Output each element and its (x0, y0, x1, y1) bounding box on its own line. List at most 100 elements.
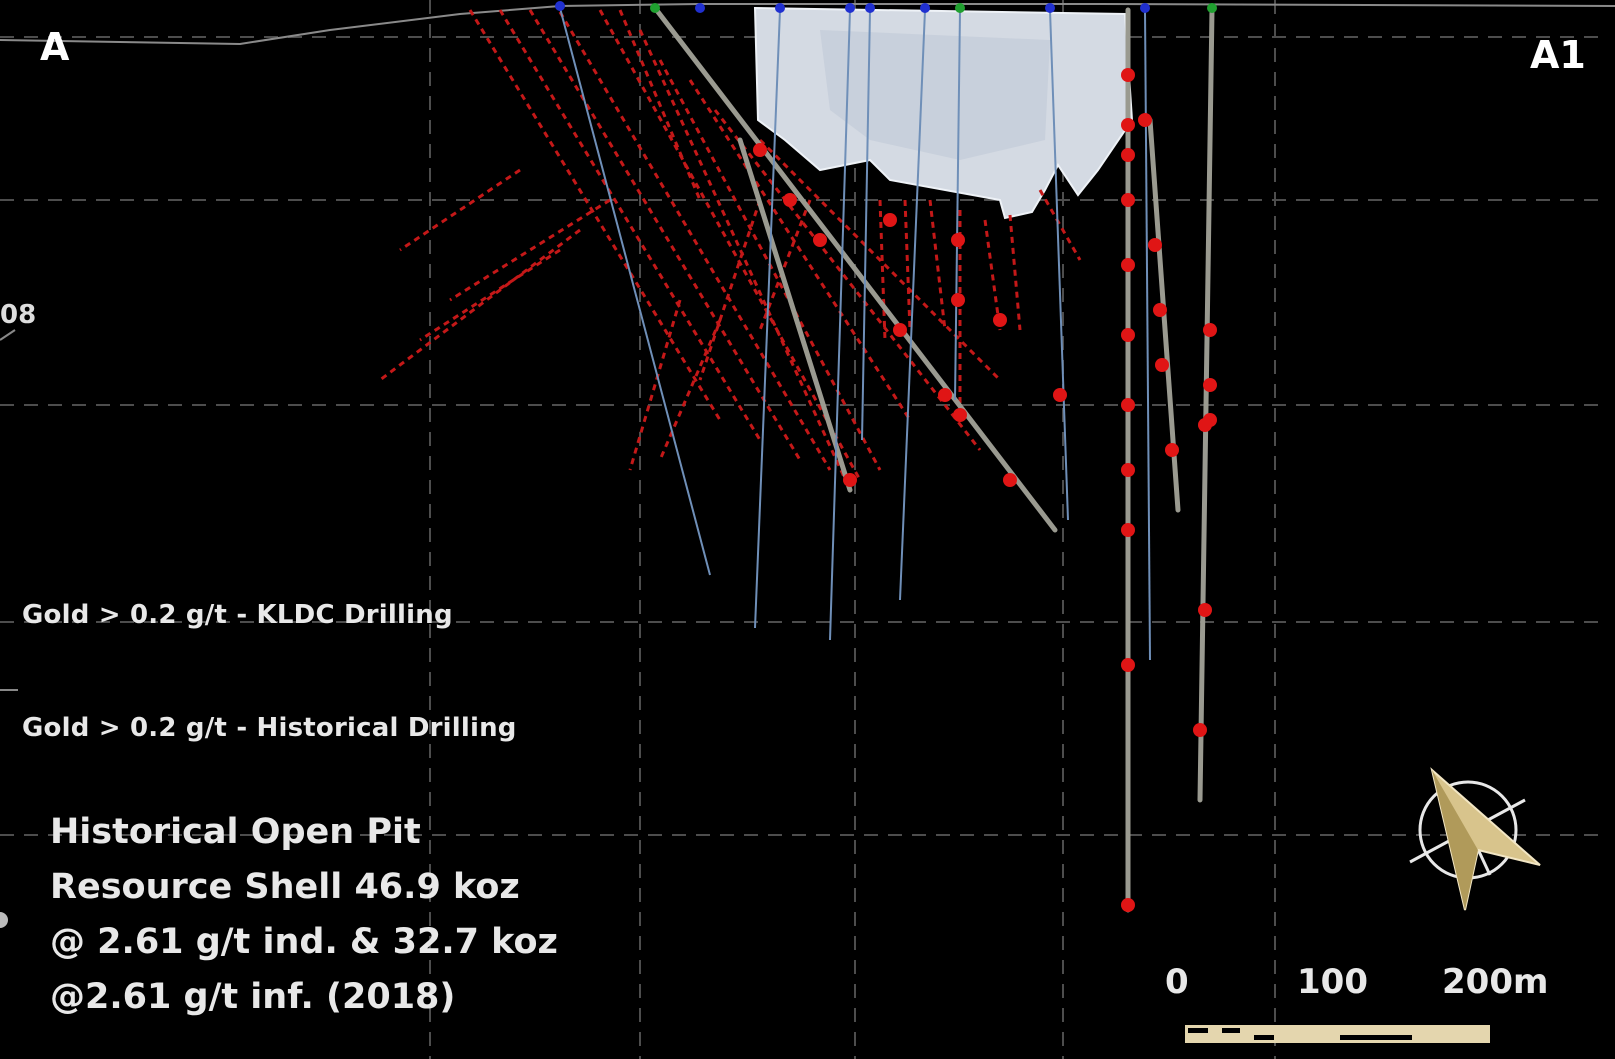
drillhole-collars (555, 1, 1217, 13)
gold-intercept-marker (1121, 258, 1135, 272)
edge-dot (0, 912, 8, 928)
gold-intercept-marker (1121, 68, 1135, 82)
gold-intercept-marker (813, 233, 827, 247)
gold-intercept-marker (1165, 443, 1179, 457)
gold-intercept-marker (1121, 523, 1135, 537)
historical-drillhole-trace (498, 9, 762, 441)
historical-drillhole-trace (449, 198, 611, 302)
resource-note-line: @2.61 g/t inf. (2018) (50, 977, 456, 1017)
resource-note-line: @ 2.61 g/t ind. & 32.7 koz (50, 922, 558, 962)
gold-intercept-marker (1121, 898, 1135, 912)
historical-drillhole-trace (698, 199, 762, 381)
historical-drillhole-blue-trace (954, 9, 961, 401)
drillhole-collar (775, 3, 785, 13)
historical-drillholes (379, 9, 1082, 491)
gold-intercept-marker (1203, 323, 1217, 337)
resource-note-line: Historical Open Pit (50, 812, 421, 852)
historical-drillhole-blue-trace (754, 9, 781, 629)
legend-kldc-drilling: Gold > 0.2 g/t - KLDC Drilling (22, 600, 453, 630)
gold-intercept-marker (1121, 193, 1135, 207)
historical-drillhole-trace (638, 29, 852, 491)
historical-drillhole-blue-trace (899, 9, 926, 601)
gold-intercept-marker (1138, 113, 1152, 127)
gold-intercept-marker (938, 388, 952, 402)
gold-intercept-marker (1053, 388, 1067, 402)
scale-label-0: 0 (1165, 962, 1189, 1002)
drillhole-collar (955, 3, 965, 13)
historical-drillhole-trace (399, 168, 521, 252)
historical-drillhole-blue-trace (559, 7, 711, 576)
historical-drillhole-trace (758, 199, 812, 331)
gold-intercept-marker (993, 313, 1007, 327)
edge-label-fragment: 08 (0, 300, 37, 330)
resource-note-line: Resource Shell 46.9 koz (50, 867, 520, 907)
historical-drillhole-trace (1038, 189, 1082, 261)
kldc-drillhole-trace (737, 137, 853, 493)
gold-intercept-marker (1148, 238, 1162, 252)
gold-intercept-marker (1198, 418, 1212, 432)
historical-drillhole-blue-trace (829, 9, 851, 641)
historical-drillhole-blue-trace (861, 9, 871, 441)
historical-drillhole-trace (878, 199, 887, 341)
drillhole-collar (650, 3, 660, 13)
drillhole-collar (1140, 3, 1150, 13)
historical-drillhole-trace (1008, 214, 1022, 331)
historical-drillhole-blue-trace (1049, 9, 1069, 521)
gold-intercept-marker (1193, 723, 1207, 737)
topography-line (0, 3, 1615, 46)
gold-intercept-marker (1121, 398, 1135, 412)
scale-label-200m: 200m (1442, 962, 1549, 1002)
drillhole-collar (865, 3, 875, 13)
historical-drillhole-trace (598, 9, 862, 481)
gold-intercept-marker (883, 213, 897, 227)
historical-drillhole-trace (688, 79, 912, 421)
drillhole-collar (695, 3, 705, 13)
gold-intercept-marker (1121, 463, 1135, 477)
scale-bar-body (1185, 1025, 1490, 1043)
scale-bar (1185, 1025, 1490, 1043)
gold-intercept-marker (1003, 473, 1017, 487)
edge-marker (0, 329, 16, 341)
resource-note: Historical Open Pit Resource Shell 46.9 … (50, 805, 558, 1025)
gold-intercept-marker (1155, 358, 1169, 372)
historical-drillhole-trace (658, 319, 722, 461)
gold-intercept-marker (893, 323, 907, 337)
gold-intercept-marker (1153, 303, 1167, 317)
kldc-drillhole-trace (1197, 7, 1215, 803)
historical-drillhole-trace (758, 138, 1002, 382)
historical-drillhole-trace (628, 299, 682, 471)
legend-historical-drilling: Gold > 0.2 g/t - Historical Drilling (22, 713, 517, 743)
gold-intercept-marker (1121, 658, 1135, 672)
gold-intercept-marker (843, 473, 857, 487)
historical-drillhole-trace (419, 248, 561, 342)
drillhole-collar (1045, 3, 1055, 13)
drillhole-collar (555, 1, 565, 11)
historical-drillhole-trace (618, 9, 702, 201)
gold-intercept-marker (1121, 118, 1135, 132)
gold-intercept-marker (1121, 148, 1135, 162)
gold-intercept-marker (753, 143, 767, 157)
section-end-label: A1 (1530, 33, 1586, 77)
gold-intercepts (753, 68, 1217, 912)
gold-intercept-marker (1203, 378, 1217, 392)
historical-drillhole-trace (379, 228, 581, 382)
gold-intercept-marker (951, 293, 965, 307)
historical-drillhole-trace (983, 219, 1002, 331)
gold-intercept-marker (1198, 603, 1212, 617)
gold-intercept-marker (1121, 328, 1135, 342)
drillhole-collar (845, 3, 855, 13)
north-arrow-icon (1409, 767, 1541, 911)
drillhole-collar (920, 3, 930, 13)
section-start-label: A (40, 25, 70, 69)
historical-drillhole-trace (713, 109, 982, 451)
historical-drillhole-trace (468, 9, 722, 421)
gold-intercept-marker (783, 193, 797, 207)
drillhole-collar (1207, 3, 1217, 13)
gold-intercept-marker (953, 408, 967, 422)
gold-intercept-marker (951, 233, 965, 247)
kldc-drillhole-trace (652, 5, 1058, 533)
historical-drillhole-trace (558, 11, 832, 471)
scale-label-100: 100 (1297, 962, 1368, 1002)
